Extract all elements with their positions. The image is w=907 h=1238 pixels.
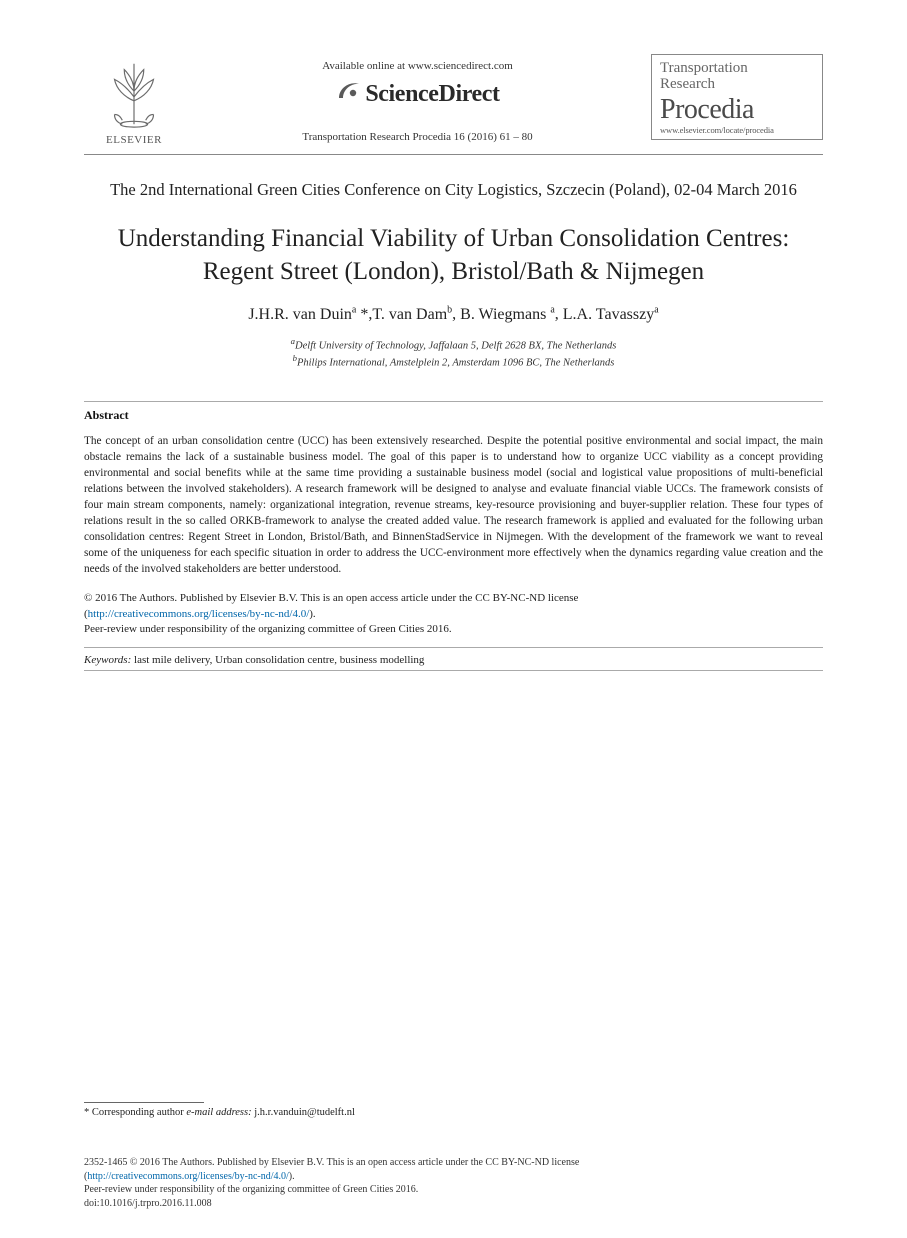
footer-issn-line: 2352-1465 © 2016 The Authors. Published …: [84, 1157, 579, 1168]
authors-line: J.H.R. van Duina *,T. van Damb, B. Wiegm…: [84, 304, 823, 323]
affiliations: aDelft University of Technology, Jaffala…: [84, 336, 823, 371]
elsevier-label: ELSEVIER: [84, 134, 184, 146]
corresponding-author-block: * Corresponding author e-mail address: j…: [84, 1102, 355, 1118]
sciencedirect-logo: ScienceDirect: [335, 78, 499, 111]
header-rule: [84, 154, 823, 155]
author-3: B. Wiegmans a: [460, 306, 555, 323]
peer-review-line: Peer-review under responsibility of the …: [84, 623, 452, 635]
conference-line: The 2nd International Green Cities Confe…: [104, 179, 803, 201]
procedia-url: www.elsevier.com/locate/procedia: [660, 126, 814, 135]
keywords-label: Keywords:: [84, 654, 131, 666]
article-title: Understanding Financial Viability of Urb…: [84, 223, 823, 288]
post-copyright-rule: [84, 647, 823, 648]
available-online-text: Available online at www.sciencedirect.co…: [184, 60, 651, 72]
copyright-block: © 2016 The Authors. Published by Elsevie…: [84, 591, 823, 637]
copyright-line1: © 2016 The Authors. Published by Elsevie…: [84, 592, 578, 604]
post-keywords-rule: [84, 670, 823, 671]
footnote-rule: [84, 1102, 204, 1103]
affiliation-a: aDelft University of Technology, Jaffala…: [84, 336, 823, 354]
license-link[interactable]: http://creativecommons.org/licenses/by-n…: [88, 608, 310, 620]
author-1: J.H.R. van Duina *: [248, 306, 368, 323]
header-center: Available online at www.sciencedirect.co…: [184, 54, 651, 143]
corr-label: * Corresponding author: [84, 1107, 186, 1118]
procedia-logo-block: Transportation Research Procedia www.els…: [651, 54, 823, 140]
pre-abstract-rule: [84, 401, 823, 402]
affiliation-b: bPhilips International, Amstelplein 2, A…: [84, 353, 823, 371]
title-line2: Regent Street (London), Bristol/Bath & N…: [203, 258, 704, 285]
header-bar: ELSEVIER Available online at www.science…: [84, 54, 823, 146]
journal-reference: Transportation Research Procedia 16 (201…: [184, 131, 651, 143]
procedia-big: Procedia: [660, 95, 814, 124]
corr-email-label: e-mail address:: [186, 1107, 251, 1118]
corr-email: j.h.r.vanduin@tudelft.nl: [252, 1107, 355, 1118]
footer-peer-line: Peer-review under responsibility of the …: [84, 1184, 418, 1195]
author-4: L.A. Tavasszya: [563, 306, 659, 323]
elsevier-tree-icon: [95, 54, 173, 132]
author-2: T. van Damb: [372, 306, 452, 323]
keywords-line: Keywords: last mile delivery, Urban cons…: [84, 654, 823, 666]
title-line1: Understanding Financial Viability of Urb…: [118, 225, 790, 252]
footer-license-link[interactable]: http://creativecommons.org/licenses/by-n…: [87, 1171, 288, 1182]
abstract-text: The concept of an urban consolidation ce…: [84, 433, 823, 577]
footer-doi: doi:10.1016/j.trpro.2016.11.008: [84, 1198, 212, 1209]
elsevier-logo-block: ELSEVIER: [84, 54, 184, 146]
keywords-text: last mile delivery, Urban consolidation …: [131, 654, 424, 666]
sciencedirect-swoosh-icon: [335, 78, 361, 111]
procedia-line1: Transportation: [660, 61, 814, 77]
procedia-line2: Research: [660, 77, 814, 93]
abstract-heading: Abstract: [84, 408, 823, 423]
page-footer: 2352-1465 © 2016 The Authors. Published …: [84, 1156, 823, 1210]
sciencedirect-text: ScienceDirect: [365, 81, 499, 108]
page: ELSEVIER Available online at www.science…: [0, 0, 907, 1238]
